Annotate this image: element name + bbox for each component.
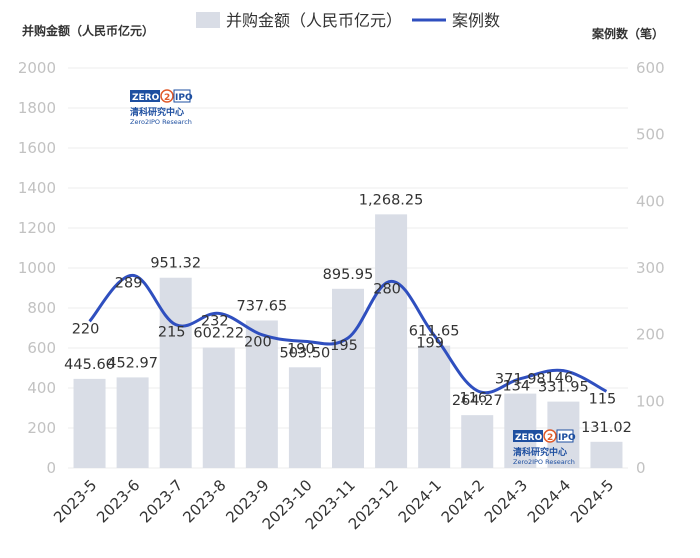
- bar: [590, 441, 623, 468]
- line-value-label: 220: [72, 321, 100, 337]
- bar: [116, 377, 149, 468]
- watermark-logo-block-right: [556, 429, 574, 443]
- x-tick-label: 2024-2: [438, 476, 488, 526]
- line-value-label: 280: [373, 281, 401, 297]
- bar-value-label: 602.22: [193, 326, 244, 342]
- line-value-label: 215: [158, 325, 186, 341]
- bar-value-label: 445.60: [64, 357, 115, 373]
- watermark-logo-zero: ZERO: [515, 433, 543, 443]
- x-tick-label: 2023-7: [136, 476, 186, 526]
- bar-value-label: 737.65: [236, 298, 287, 314]
- watermark-cn: 清科研究中心: [130, 106, 184, 118]
- legend: 并购金额（人民币亿元） 案例数: [196, 11, 500, 30]
- series-line: [88, 273, 608, 395]
- x-tick-label: 2023-8: [179, 476, 229, 526]
- bars: [73, 214, 623, 468]
- line-value-label: 115: [589, 391, 617, 407]
- y-left-tick-label: 1200: [18, 219, 56, 237]
- y-left-tick-label: 0: [46, 459, 56, 477]
- line-value-labels: 220 289 215 232 200 190 195 280 199 116 134 146 115: [72, 275, 617, 407]
- watermark-en: Zero2IPO Research: [130, 118, 192, 126]
- line-value-label: 289: [115, 275, 143, 291]
- y-right-tick-label: 400: [636, 192, 665, 210]
- watermark-logo-two: 2: [547, 433, 553, 443]
- watermark-logo-two: 2: [164, 93, 170, 103]
- x-tick-label: 2024-1: [395, 476, 445, 526]
- watermark-cn: 清科研究中心: [513, 446, 567, 458]
- bar-value-label: 331.95: [538, 380, 589, 396]
- bar: [73, 378, 106, 468]
- y-right-tick-label: 600: [636, 59, 665, 77]
- y-left-tick-label: 2000: [18, 59, 56, 77]
- bar: [288, 367, 321, 468]
- y-axis-right-title: 案例数（笔）: [591, 26, 664, 41]
- x-axis: 2023-52023-62023-72023-82023-92023-10202…: [50, 476, 617, 533]
- bar: [418, 345, 451, 468]
- watermark-logo-block: [513, 430, 543, 442]
- x-tick-label: 2024-4: [524, 476, 574, 526]
- line-value-label: 199: [416, 335, 444, 351]
- bar-value-label: 264.27: [452, 393, 503, 409]
- x-tick-label: 2023-5: [50, 476, 100, 526]
- watermark-logo-ipo: IPO: [558, 433, 576, 443]
- bar-value-label: 503.50: [280, 345, 331, 361]
- y-right-tick-label: 200: [636, 326, 665, 344]
- x-tick-label: 2024-3: [481, 476, 531, 526]
- y-left-tick-label: 600: [27, 339, 56, 357]
- line-value-label: 146: [546, 371, 574, 387]
- watermark-logo-circle: [160, 89, 174, 103]
- watermark-logo-2: ZERO 2 IPO 清科研究中心 Zero2IPO Research: [513, 429, 576, 466]
- y-left-tick-label: 1800: [18, 99, 56, 117]
- y-right-tick-label: 100: [636, 392, 665, 410]
- watermark-logo-zero: ZERO: [132, 93, 160, 103]
- y-axis-left-title: 并购金额（人民币亿元）: [22, 23, 154, 38]
- y-left-tick-label: 1400: [18, 179, 56, 197]
- y-right-tick-label: 0: [636, 459, 646, 477]
- legend-bar-label: 并购金额（人民币亿元）: [226, 11, 402, 30]
- bar: [245, 320, 278, 468]
- bar: [202, 347, 235, 468]
- bar-value-label: 611.65: [409, 324, 460, 340]
- line-value-label: 134: [502, 379, 530, 395]
- watermark-en: Zero2IPO Research: [513, 458, 575, 466]
- bar-value-label: 895.95: [323, 267, 374, 283]
- bar-value-label: 131.02: [581, 420, 632, 436]
- bar-value-label: 452.97: [107, 355, 158, 371]
- bar-value-label: 1,268.25: [359, 192, 424, 208]
- y-left-tick-label: 200: [27, 419, 56, 437]
- bar-value-label: 951.32: [150, 256, 201, 272]
- line-value-label: 116: [459, 391, 487, 407]
- line-value-label: 195: [330, 338, 358, 354]
- x-tick-label: 2024-5: [567, 476, 617, 526]
- y-left-tick-label: 400: [27, 379, 56, 397]
- y-axis-left: 0 200 400 600 800 1000 1200 1400 1600 1800 2000: [18, 59, 56, 477]
- y-right-tick-label: 300: [636, 259, 665, 277]
- y-axis-right: 0 100 200 300 400 500 600: [636, 59, 665, 477]
- watermark-logo-block-right: [173, 89, 191, 103]
- y-left-tick-label: 800: [27, 299, 56, 317]
- x-tick-label: 2023-6: [93, 476, 143, 526]
- bar: [159, 277, 192, 468]
- line-value-label: 232: [201, 313, 229, 329]
- y-left-tick-label: 1600: [18, 139, 56, 157]
- bar: [461, 415, 494, 468]
- watermark-logo-ipo: IPO: [175, 93, 193, 103]
- watermark-logo-block: [130, 90, 160, 102]
- legend-line-label: 案例数: [452, 11, 500, 30]
- watermark-logo-circle: [543, 429, 557, 443]
- y-left-tick-label: 1000: [18, 259, 56, 277]
- watermark-logo-1: ZERO 2 IPO 清科研究中心 Zero2IPO Research: [130, 89, 193, 126]
- bar-value-label: 371.98: [495, 372, 546, 388]
- line-value-label: 200: [244, 335, 272, 351]
- legend-bar-swatch: [196, 12, 220, 28]
- bar: [375, 214, 408, 468]
- line-value-label: 190: [287, 341, 315, 357]
- line-series: [88, 273, 608, 395]
- bar: [332, 288, 364, 468]
- y-right-tick-label: 500: [636, 126, 665, 144]
